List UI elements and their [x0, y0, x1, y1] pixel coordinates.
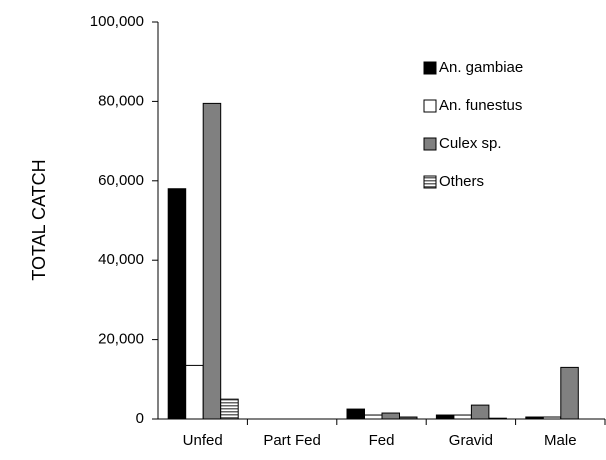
bar [381, 412, 400, 420]
bar [399, 416, 418, 420]
legend-label: Culex sp. [439, 135, 502, 152]
y-axis-label: TOTAL CATCH [29, 159, 49, 280]
x-tick-label: Fed [369, 432, 395, 449]
legend-label: An. gambiae [439, 59, 523, 76]
bar [167, 188, 187, 420]
bar [220, 398, 239, 420]
bar [525, 416, 544, 420]
y-tick-label: 40,000 [98, 251, 144, 268]
bar [185, 364, 204, 420]
bar [542, 416, 562, 420]
y-tick-label: 20,000 [98, 331, 144, 348]
y-tick-label: 100,000 [90, 13, 144, 30]
x-tick-label: Male [544, 432, 577, 449]
y-tick-label: 60,000 [98, 172, 144, 189]
bar [453, 414, 472, 420]
bar [346, 408, 365, 420]
x-tick-label: Part Fed [263, 432, 321, 449]
y-tick-label: 0 [136, 410, 144, 427]
bar [202, 102, 222, 420]
legend-swatch [423, 175, 437, 189]
bar [560, 366, 579, 420]
bar [470, 404, 490, 420]
legend-label: Others [439, 173, 484, 190]
x-tick-label: Gravid [449, 432, 493, 449]
legend-swatch [423, 99, 437, 113]
bar [364, 414, 383, 420]
x-tick-label: Unfed [183, 432, 223, 449]
legend-swatch [423, 137, 437, 151]
bar [435, 414, 455, 420]
legend-swatch [423, 61, 437, 75]
bar [488, 417, 507, 420]
y-tick-label: 80,000 [98, 92, 144, 109]
legend-label: An. funestus [439, 97, 522, 114]
